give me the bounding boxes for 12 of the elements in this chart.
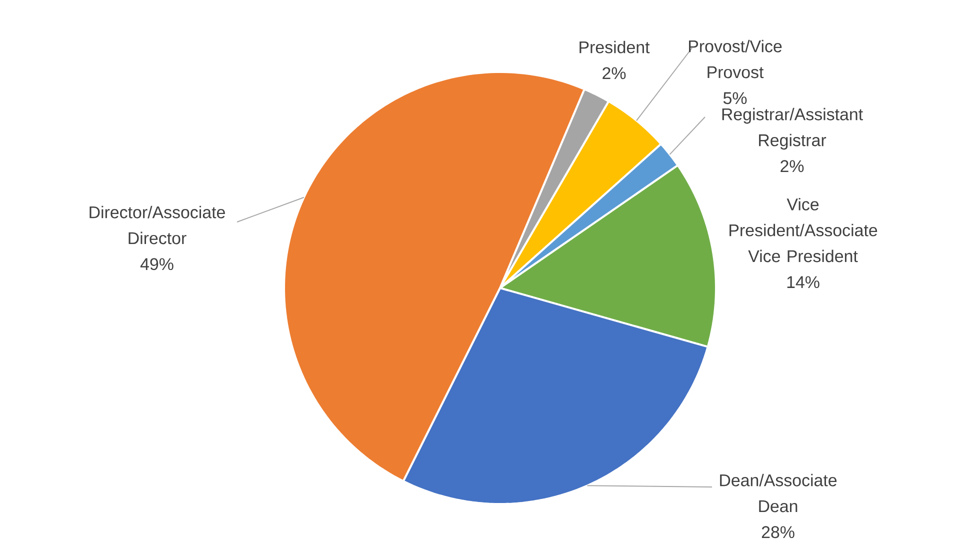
slice-label: President bbox=[580, 40, 650, 54]
data-label: 49% bbox=[140, 258, 174, 270]
data-label: 5% bbox=[723, 92, 747, 104]
data-label: 14% bbox=[787, 276, 820, 288]
data-label: 2% bbox=[602, 67, 626, 80]
slice-label: Director/Associate Director bbox=[90, 206, 225, 244]
slice-label: Vice President/Associate Vice President bbox=[730, 198, 878, 262]
slice-label: Dean/Associate Dean bbox=[720, 474, 837, 512]
slice-label: Registrar/Assistant Registrar bbox=[722, 108, 863, 150]
data-label: 2% bbox=[780, 160, 804, 172]
data-label: 28% bbox=[762, 526, 794, 538]
slice-label: Provost/Vice Provost bbox=[689, 40, 782, 78]
